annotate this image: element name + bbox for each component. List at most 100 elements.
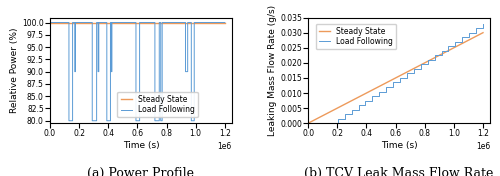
Load Following bbox=[376, 90, 382, 93]
Load Following bbox=[108, 71, 114, 73]
Load Following bbox=[72, 21, 78, 24]
Load Following bbox=[184, 21, 190, 24]
Load Following bbox=[191, 120, 197, 122]
Load Following bbox=[89, 120, 95, 122]
Load Following bbox=[370, 95, 376, 97]
Load Following bbox=[133, 120, 139, 122]
Load Following bbox=[72, 21, 78, 24]
Load Following bbox=[108, 21, 114, 24]
Load Following bbox=[356, 109, 362, 111]
Load Following bbox=[362, 104, 368, 106]
Load Following bbox=[446, 45, 452, 47]
Load Following bbox=[424, 63, 430, 65]
Legend: Steady State, Load Following: Steady State, Load Following bbox=[118, 92, 198, 117]
Load Following bbox=[47, 21, 53, 24]
Load Following bbox=[432, 54, 438, 56]
Load Following bbox=[136, 120, 142, 122]
Load Following bbox=[188, 21, 194, 24]
Load Following bbox=[342, 113, 347, 115]
Load Following bbox=[222, 21, 228, 24]
Load Following bbox=[182, 71, 188, 73]
Load Following bbox=[96, 21, 102, 24]
X-axis label: Time (s): Time (s) bbox=[122, 141, 159, 150]
Load Following bbox=[191, 21, 197, 24]
Load Following bbox=[452, 41, 458, 43]
Load Following bbox=[95, 21, 101, 24]
Legend: Steady State, Load Following: Steady State, Load Following bbox=[316, 24, 396, 49]
Y-axis label: Relative Power (%): Relative Power (%) bbox=[10, 28, 19, 113]
Load Following bbox=[152, 21, 158, 24]
Load Following bbox=[446, 50, 452, 52]
Load Following bbox=[383, 90, 389, 93]
Load Following bbox=[362, 99, 368, 102]
Load Following bbox=[108, 120, 114, 122]
Load Following bbox=[182, 21, 188, 24]
Text: (a) Power Profile: (a) Power Profile bbox=[88, 167, 194, 176]
Load Following bbox=[348, 109, 354, 111]
Load Following bbox=[411, 72, 417, 74]
Text: 1e6: 1e6 bbox=[476, 142, 490, 151]
Load Following bbox=[390, 86, 396, 88]
Load Following bbox=[158, 21, 164, 24]
Load Following bbox=[418, 68, 424, 70]
Load Following bbox=[66, 21, 72, 24]
Load Following bbox=[152, 120, 158, 122]
Load Following bbox=[404, 72, 410, 74]
Load Following bbox=[480, 27, 486, 29]
Load Following bbox=[466, 32, 472, 34]
Y-axis label: Leaking Mass Flow Rate (g/s): Leaking Mass Flow Rate (g/s) bbox=[268, 5, 278, 136]
Load Following bbox=[390, 81, 396, 84]
Load Following bbox=[411, 68, 417, 70]
Load Following bbox=[70, 120, 75, 122]
Load Following bbox=[94, 21, 100, 24]
Load Following bbox=[133, 21, 139, 24]
Load Following bbox=[452, 45, 458, 47]
Line: Load Following: Load Following bbox=[308, 24, 483, 123]
Load Following bbox=[342, 118, 347, 120]
Load Following bbox=[96, 71, 102, 73]
Load Following bbox=[466, 36, 472, 38]
Load Following bbox=[404, 77, 410, 79]
Load Following bbox=[66, 120, 72, 122]
Load Following bbox=[158, 120, 164, 122]
Load Following bbox=[70, 21, 75, 24]
Load Following bbox=[335, 122, 341, 124]
Load Following bbox=[480, 23, 486, 25]
Load Following bbox=[72, 71, 78, 73]
Load Following bbox=[328, 122, 334, 124]
Load Following bbox=[159, 21, 165, 24]
Load Following bbox=[72, 71, 78, 73]
Load Following bbox=[188, 120, 194, 122]
Load Following bbox=[432, 59, 438, 61]
Load Following bbox=[370, 99, 376, 102]
Load Following bbox=[424, 59, 430, 61]
Load Following bbox=[94, 120, 100, 122]
X-axis label: Time (s): Time (s) bbox=[381, 141, 418, 150]
Load Following bbox=[438, 54, 444, 56]
Load Following bbox=[460, 36, 466, 38]
Load Following bbox=[305, 122, 311, 124]
Load Following bbox=[348, 113, 354, 115]
Line: Load Following: Load Following bbox=[50, 23, 225, 121]
Load Following bbox=[95, 71, 101, 73]
Load Following bbox=[156, 120, 162, 122]
Load Following bbox=[473, 27, 479, 29]
Text: (b) TCV Leak Mass Flow Rate: (b) TCV Leak Mass Flow Rate bbox=[304, 167, 494, 176]
Text: 1e6: 1e6 bbox=[218, 142, 232, 151]
Load Following bbox=[438, 50, 444, 52]
Load Following bbox=[108, 21, 114, 24]
Load Following bbox=[136, 21, 142, 24]
Load Following bbox=[335, 118, 341, 120]
Load Following bbox=[397, 77, 403, 79]
Load Following bbox=[184, 71, 190, 73]
Load Following bbox=[473, 32, 479, 34]
Load Following bbox=[104, 120, 110, 122]
Load Following bbox=[397, 81, 403, 84]
Load Following bbox=[109, 71, 115, 73]
Load Following bbox=[356, 104, 362, 106]
Load Following bbox=[156, 21, 162, 24]
Load Following bbox=[89, 21, 95, 24]
Load Following bbox=[376, 95, 382, 97]
Load Following bbox=[159, 120, 165, 122]
Load Following bbox=[104, 21, 110, 24]
